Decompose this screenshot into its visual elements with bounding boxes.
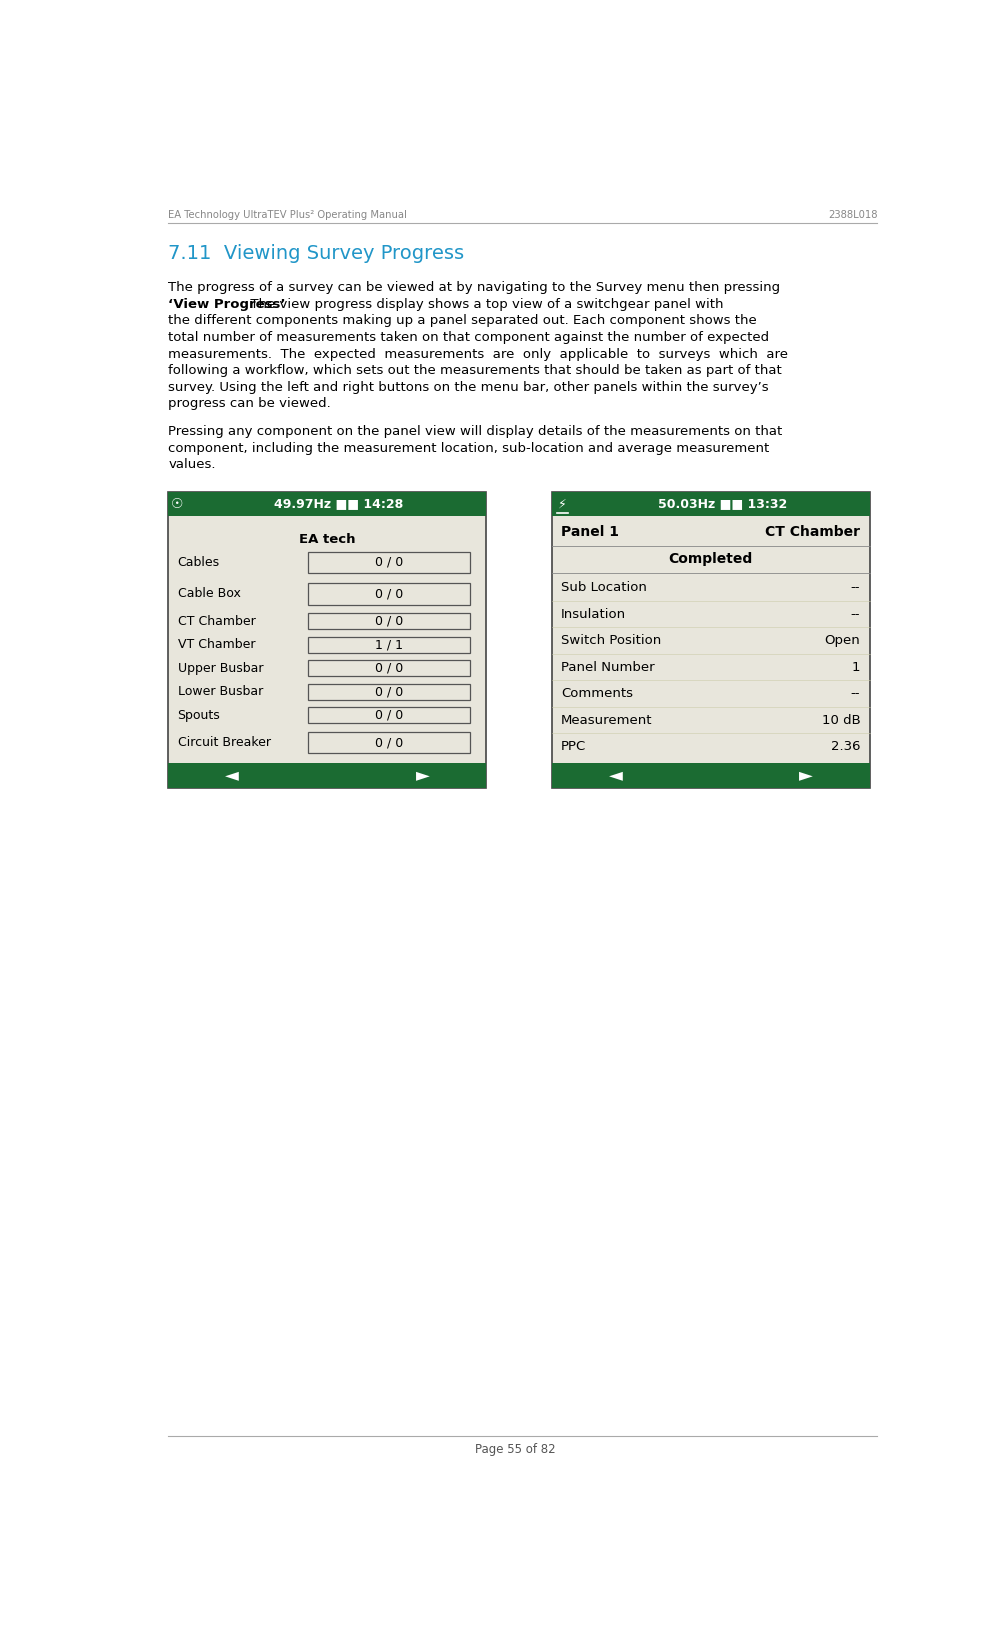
Bar — [309, 731, 470, 754]
Text: Pressing any component on the panel view will display details of the measurement: Pressing any component on the panel view… — [168, 426, 783, 439]
Text: ⚡: ⚡ — [558, 498, 567, 511]
Text: ◄: ◄ — [608, 767, 622, 785]
Text: 7.11  Viewing Survey Progress: 7.11 Viewing Survey Progress — [168, 245, 464, 263]
Text: Sub Location: Sub Location — [561, 581, 647, 594]
Text: Insulation: Insulation — [561, 607, 626, 620]
Text: 0 / 0: 0 / 0 — [375, 615, 403, 628]
Text: PPC: PPC — [561, 739, 587, 752]
Bar — [309, 661, 470, 676]
Text: Open: Open — [824, 635, 860, 646]
Text: values.: values. — [168, 459, 216, 472]
Text: Lower Busbar: Lower Busbar — [178, 685, 262, 698]
Bar — [309, 552, 470, 573]
Text: ☉: ☉ — [171, 496, 184, 511]
Text: Panel Number: Panel Number — [561, 661, 655, 674]
Text: CT Chamber: CT Chamber — [766, 526, 860, 539]
Text: Panel 1: Panel 1 — [561, 526, 619, 539]
Text: --: -- — [851, 687, 860, 700]
Text: Circuit Breaker: Circuit Breaker — [178, 736, 270, 749]
Text: 0 / 0: 0 / 0 — [375, 708, 403, 721]
Text: total number of measurements taken on that component against the number of expec: total number of measurements taken on th… — [168, 331, 770, 344]
Text: 0 / 0: 0 / 0 — [375, 661, 403, 674]
Text: EA Technology UltraTEV Plus² Operating Manual: EA Technology UltraTEV Plus² Operating M… — [168, 209, 407, 220]
Text: Completed: Completed — [668, 552, 753, 566]
Text: 0 / 0: 0 / 0 — [375, 588, 403, 601]
Text: 1: 1 — [852, 661, 860, 674]
Text: Cable Box: Cable Box — [178, 588, 240, 601]
Text: progress can be viewed.: progress can be viewed. — [168, 397, 331, 410]
Bar — [552, 491, 869, 516]
Text: Switch Position: Switch Position — [561, 635, 661, 646]
Text: ►: ► — [415, 767, 429, 785]
Bar — [168, 491, 486, 788]
Text: 0 / 0: 0 / 0 — [375, 557, 403, 570]
Text: ◄: ◄ — [225, 767, 239, 785]
Text: . The view progress display shows a top view of a switchgear panel with: . The view progress display shows a top … — [242, 299, 724, 310]
Text: survey. Using the left and right buttons on the menu bar, other panels within th: survey. Using the left and right buttons… — [168, 380, 769, 393]
Text: following a workflow, which sets out the measurements that should be taken as pa: following a workflow, which sets out the… — [168, 364, 782, 377]
Bar — [309, 707, 470, 723]
Text: 1 / 1: 1 / 1 — [375, 638, 403, 651]
Text: 0 / 0: 0 / 0 — [375, 685, 403, 698]
Text: measurements.  The  expected  measurements  are  only  applicable  to  surveys  : measurements. The expected measurements … — [168, 348, 788, 361]
Text: Comments: Comments — [561, 687, 633, 700]
Text: 50.03Hz ■■ 13:32: 50.03Hz ■■ 13:32 — [657, 498, 787, 511]
Bar — [168, 762, 486, 788]
Text: the different components making up a panel separated out. Each component shows t: the different components making up a pan… — [168, 315, 757, 328]
Text: Upper Busbar: Upper Busbar — [178, 661, 263, 674]
Text: CT Chamber: CT Chamber — [178, 615, 255, 628]
Text: component, including the measurement location, sub-location and average measurem: component, including the measurement loc… — [168, 442, 770, 455]
Text: 10 dB: 10 dB — [821, 713, 860, 726]
Text: Spouts: Spouts — [178, 708, 220, 721]
Text: The progress of a survey can be viewed at by navigating to the Survey menu then : The progress of a survey can be viewed a… — [168, 281, 780, 294]
Text: 49.97Hz ■■ 14:28: 49.97Hz ■■ 14:28 — [274, 498, 403, 511]
Bar — [309, 684, 470, 700]
Text: 0 / 0: 0 / 0 — [375, 736, 403, 749]
Text: 2388L018: 2388L018 — [828, 209, 877, 220]
Text: --: -- — [851, 581, 860, 594]
Bar — [168, 491, 486, 516]
Text: --: -- — [851, 607, 860, 620]
Text: VT Chamber: VT Chamber — [178, 638, 255, 651]
Bar — [309, 614, 470, 630]
Text: Cables: Cables — [178, 557, 220, 570]
Bar — [552, 762, 869, 788]
Bar — [309, 636, 470, 653]
Text: 2.36: 2.36 — [831, 739, 860, 752]
Bar — [552, 491, 869, 788]
Text: Page 55 of 82: Page 55 of 82 — [474, 1443, 556, 1456]
Bar — [309, 583, 470, 605]
Text: ‘View Progress’: ‘View Progress’ — [168, 299, 285, 310]
Text: EA tech: EA tech — [298, 532, 356, 545]
Text: Measurement: Measurement — [561, 713, 652, 726]
Text: ►: ► — [799, 767, 813, 785]
